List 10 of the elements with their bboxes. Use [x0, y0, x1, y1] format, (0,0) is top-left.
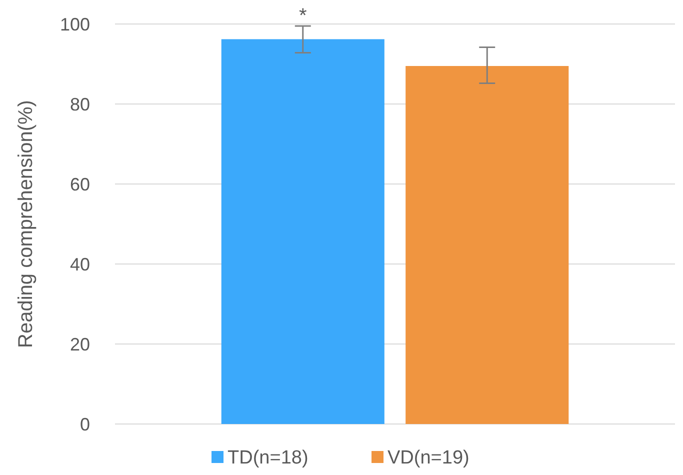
y-tick-label: 100 [60, 14, 90, 34]
y-tick-label: 20 [70, 334, 90, 354]
y-tick-label: 60 [70, 174, 90, 194]
annotation: * [298, 5, 307, 27]
y-tick-label: 80 [70, 94, 90, 114]
legend-label: TD(n=18) [228, 448, 308, 469]
y-tick-label: 0 [80, 414, 90, 434]
legend-label: VD(n=19) [388, 448, 470, 469]
y-axis-title: Reading comprehension(%) [15, 100, 37, 348]
y-tick-label: 40 [70, 254, 90, 274]
